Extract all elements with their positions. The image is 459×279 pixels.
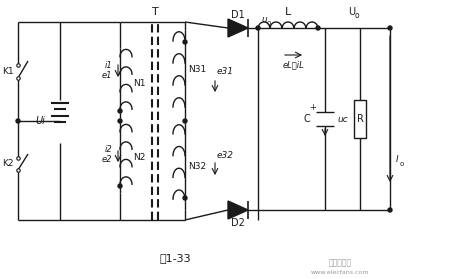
Circle shape xyxy=(118,184,122,188)
Text: e2: e2 xyxy=(101,155,112,165)
Text: D1: D1 xyxy=(231,10,245,20)
Circle shape xyxy=(118,109,122,113)
Text: www.elecfans.com: www.elecfans.com xyxy=(311,270,369,275)
Text: Ui: Ui xyxy=(35,116,45,126)
Text: U: U xyxy=(348,7,355,17)
Circle shape xyxy=(388,208,392,212)
Text: u: u xyxy=(261,16,267,25)
Text: 图1-33: 图1-33 xyxy=(159,253,191,263)
Text: i2: i2 xyxy=(104,146,112,155)
Text: 电子发烧友: 电子发烧友 xyxy=(329,259,352,268)
Text: K1: K1 xyxy=(2,66,14,76)
Circle shape xyxy=(388,26,392,30)
Text: R: R xyxy=(357,114,364,124)
Text: o: o xyxy=(267,20,271,26)
Circle shape xyxy=(183,40,187,44)
Polygon shape xyxy=(228,19,248,37)
Text: uc: uc xyxy=(337,114,348,124)
Text: +: + xyxy=(309,104,316,112)
Circle shape xyxy=(316,26,320,30)
Text: e1: e1 xyxy=(101,71,112,80)
Text: I: I xyxy=(396,155,398,165)
Circle shape xyxy=(118,119,122,123)
Text: K2: K2 xyxy=(2,160,14,169)
Text: o: o xyxy=(400,161,404,167)
Text: e31: e31 xyxy=(217,68,234,76)
Text: N32: N32 xyxy=(188,162,206,171)
Text: T: T xyxy=(151,7,158,17)
Text: N1: N1 xyxy=(133,78,146,88)
Text: o: o xyxy=(355,11,359,20)
Text: i1: i1 xyxy=(104,61,112,69)
Text: eL、iL: eL、iL xyxy=(282,61,304,69)
Circle shape xyxy=(16,119,20,123)
Text: N31: N31 xyxy=(188,66,206,74)
Text: e32: e32 xyxy=(217,150,234,160)
Circle shape xyxy=(183,119,187,123)
Bar xyxy=(354,100,366,138)
Text: N2: N2 xyxy=(133,153,146,162)
Text: L: L xyxy=(285,7,291,17)
Polygon shape xyxy=(228,201,248,219)
Text: D2: D2 xyxy=(231,218,245,228)
Circle shape xyxy=(183,196,187,200)
Circle shape xyxy=(256,26,260,30)
Text: C: C xyxy=(303,114,310,124)
